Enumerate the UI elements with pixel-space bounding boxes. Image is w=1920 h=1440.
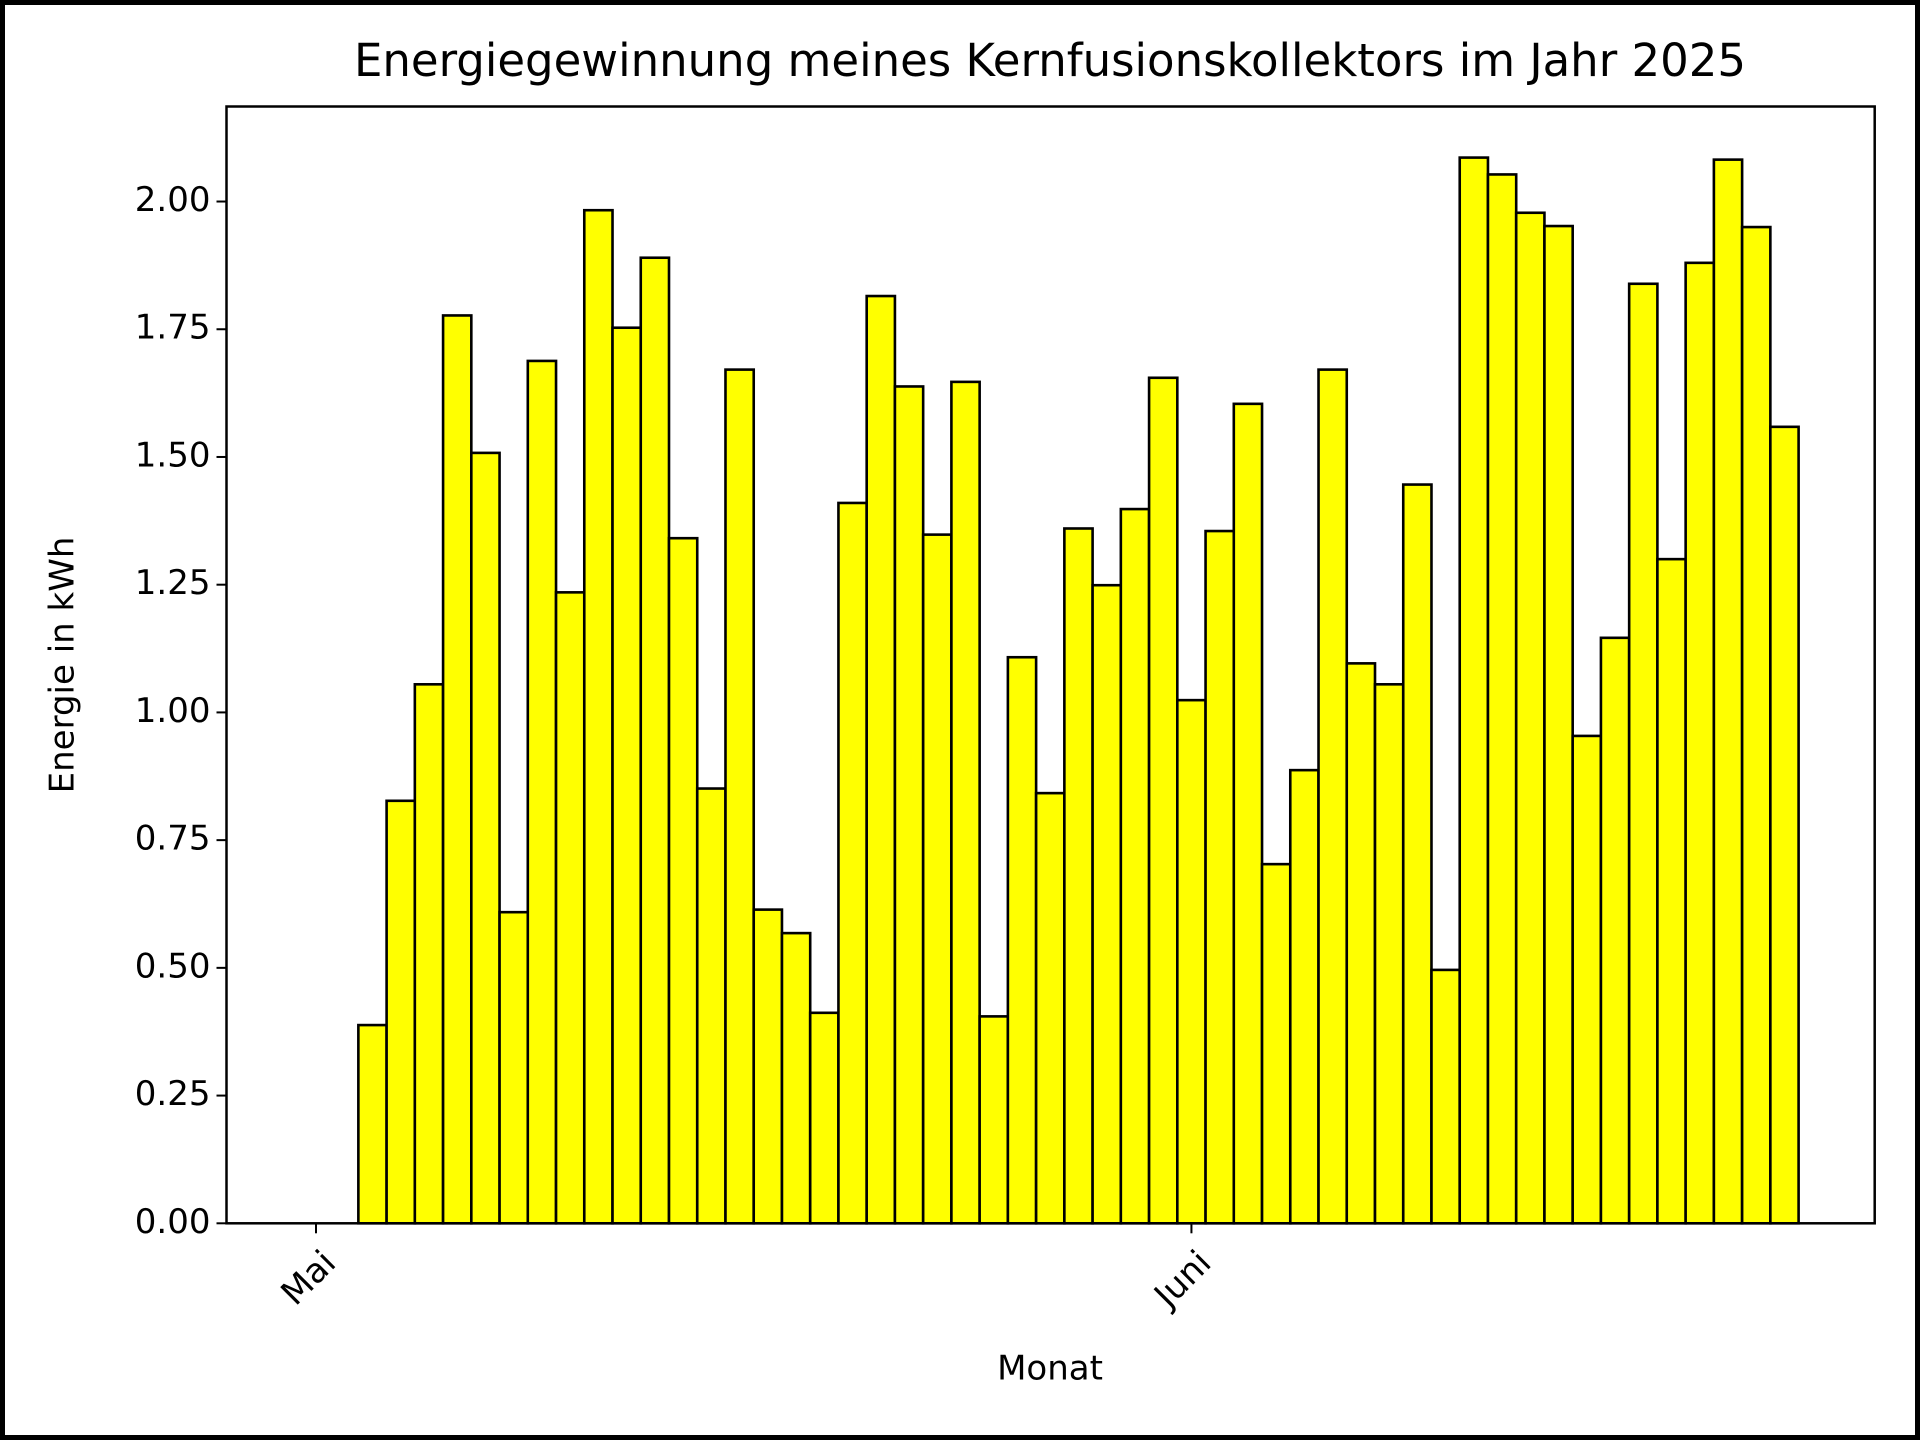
- bar: [921, 533, 953, 1225]
- bar: [1091, 583, 1123, 1225]
- bar: [582, 208, 614, 1225]
- bar: [1373, 683, 1405, 1225]
- bar: [950, 380, 981, 1225]
- chart-title: Energiegewinnung meines Kernfusionskolle…: [354, 34, 1746, 87]
- bar: [1232, 402, 1264, 1225]
- bar: [667, 536, 699, 1225]
- y-tick-label: 0.25: [135, 1074, 211, 1114]
- bar: [1571, 734, 1603, 1225]
- bar: [1514, 211, 1546, 1225]
- bar: [752, 908, 784, 1225]
- bar: [724, 368, 756, 1225]
- bar: [554, 591, 586, 1225]
- y-axis-label: Energie in kWh: [43, 537, 83, 794]
- bar: [865, 294, 897, 1225]
- bar: [441, 314, 473, 1225]
- y-tick-label: 0.00: [135, 1202, 211, 1242]
- bar: [837, 501, 868, 1225]
- bar: [1288, 768, 1320, 1225]
- bar: [413, 683, 445, 1225]
- bar: [611, 326, 643, 1225]
- bar: [1712, 158, 1744, 1225]
- bar: [1147, 376, 1179, 1225]
- plot-frame: [225, 105, 1876, 1225]
- bar: [1543, 224, 1574, 1225]
- y-tick-label: 2.00: [135, 180, 211, 220]
- bar: [1769, 425, 1800, 1225]
- bar: [1119, 507, 1151, 1225]
- bar: [470, 451, 501, 1225]
- bar: [1204, 529, 1236, 1225]
- bar: [639, 256, 671, 1225]
- bar: [1430, 968, 1462, 1225]
- bar: [1740, 225, 1772, 1225]
- bar: [978, 1015, 1010, 1225]
- bar: [526, 359, 558, 1225]
- bar: [1063, 527, 1094, 1225]
- bar: [1486, 173, 1518, 1225]
- bar: [808, 1011, 840, 1225]
- bar: [1317, 368, 1349, 1225]
- bar: [1656, 557, 1687, 1225]
- bar: [1034, 791, 1066, 1225]
- y-tick-label: 1.50: [135, 435, 211, 475]
- bar: [498, 910, 530, 1225]
- bar: [695, 787, 727, 1225]
- bar: [1627, 282, 1659, 1225]
- bar: [357, 1023, 388, 1225]
- bar: [780, 931, 812, 1225]
- bar: [1006, 655, 1038, 1225]
- bar: [1458, 156, 1490, 1225]
- y-tick-label: 1.75: [135, 308, 211, 348]
- bar: [893, 385, 925, 1225]
- bar: [1401, 483, 1433, 1225]
- y-tick-label: 1.25: [135, 563, 211, 603]
- bar: [1176, 698, 1207, 1225]
- y-tick-label: 0.75: [135, 819, 211, 859]
- bar: [1684, 261, 1716, 1225]
- bar: [1260, 862, 1292, 1225]
- bar: [1345, 662, 1377, 1225]
- x-axis-label: Monat: [997, 1349, 1103, 1389]
- bar: [385, 799, 417, 1225]
- y-tick-label: 0.50: [135, 946, 211, 986]
- bar: [1599, 636, 1631, 1225]
- y-tick-label: 1.00: [135, 691, 211, 731]
